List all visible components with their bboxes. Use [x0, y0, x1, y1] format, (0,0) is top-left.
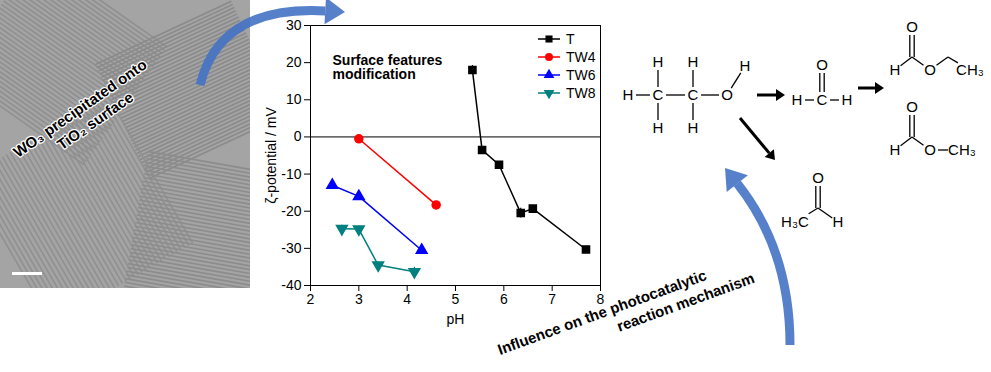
- svg-text:TW6: TW6: [566, 67, 596, 83]
- svg-text:T: T: [566, 31, 575, 47]
- svg-text:TW4: TW4: [566, 49, 596, 65]
- svg-text:10: 10: [286, 91, 302, 107]
- svg-text:O: O: [812, 169, 824, 186]
- svg-text:H: H: [890, 61, 901, 78]
- svg-text:H: H: [688, 53, 699, 70]
- svg-text:WO₃ precipitated onto: WO₃ precipitated onto: [10, 56, 150, 161]
- svg-text:H: H: [890, 141, 901, 158]
- svg-text:4: 4: [403, 291, 411, 307]
- svg-text:CH₃: CH₃: [956, 61, 984, 78]
- svg-text:Influence on the photocatalyti: Influence on the photocatalytic: [495, 266, 708, 358]
- svg-text:pH: pH: [447, 311, 465, 327]
- svg-text:O: O: [816, 56, 828, 73]
- svg-text:CH₃: CH₃: [948, 141, 976, 158]
- svg-text:-20: -20: [281, 203, 301, 219]
- svg-text:reaction mechanism: reaction mechanism: [614, 269, 756, 335]
- svg-text:O: O: [924, 61, 936, 78]
- svg-text:C: C: [653, 86, 664, 103]
- svg-text:H: H: [842, 91, 853, 108]
- svg-text:H: H: [653, 53, 664, 70]
- svg-text:H: H: [740, 57, 751, 74]
- svg-text:O: O: [906, 18, 918, 35]
- svg-text:H₃C: H₃C: [781, 213, 809, 230]
- svg-text:8: 8: [597, 291, 605, 307]
- svg-text:-30: -30: [281, 240, 301, 256]
- svg-text:30: 30: [286, 17, 302, 33]
- svg-text:H: H: [688, 119, 699, 136]
- svg-text:O: O: [721, 86, 733, 103]
- svg-text:H: H: [792, 91, 803, 108]
- svg-text:0: 0: [294, 128, 302, 144]
- svg-text:C: C: [688, 86, 699, 103]
- svg-text:O: O: [924, 141, 936, 158]
- svg-text:3: 3: [355, 291, 363, 307]
- svg-text:6: 6: [500, 291, 508, 307]
- svg-text:-40: -40: [281, 277, 301, 293]
- svg-text:H: H: [833, 213, 844, 230]
- svg-text:2: 2: [307, 291, 315, 307]
- svg-text:20: 20: [286, 54, 302, 70]
- svg-text:Surface featuresmodification: Surface featuresmodification: [333, 52, 443, 82]
- svg-text:7: 7: [548, 291, 556, 307]
- svg-text:H: H: [653, 119, 664, 136]
- svg-text:ζ-potential / mV: ζ-potential / mV: [263, 107, 279, 204]
- svg-text:5: 5: [452, 291, 460, 307]
- svg-text:C: C: [817, 91, 828, 108]
- svg-text:TiO₂ surface: TiO₂ surface: [54, 88, 137, 153]
- svg-text:O: O: [906, 98, 918, 115]
- svg-text:TW8: TW8: [566, 85, 596, 101]
- svg-text:H: H: [623, 86, 634, 103]
- svg-text:-10: -10: [281, 166, 301, 182]
